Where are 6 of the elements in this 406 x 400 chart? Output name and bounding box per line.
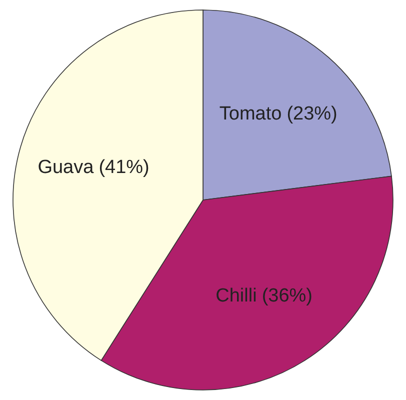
slice-label: Guava xyxy=(38,157,94,178)
slice-label: Tomato xyxy=(219,104,282,125)
data-label: (41%) xyxy=(98,157,150,178)
data-label: (36%) xyxy=(262,285,313,306)
data-label: (23%) xyxy=(286,104,338,125)
slice-label: Chilli xyxy=(216,285,257,306)
